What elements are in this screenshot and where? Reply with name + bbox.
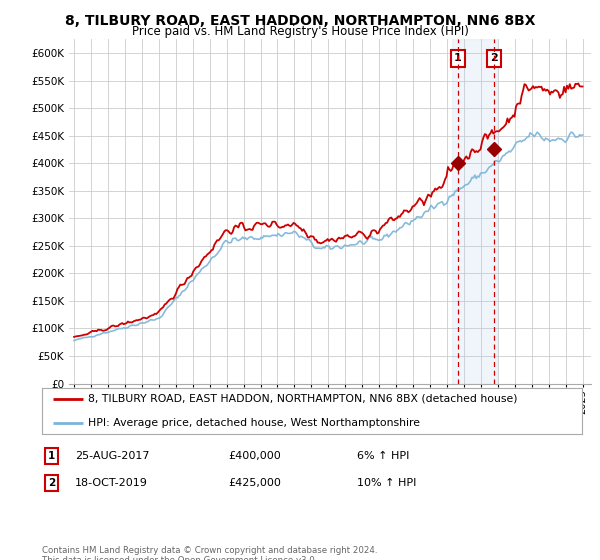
Text: £400,000: £400,000: [228, 451, 281, 461]
Text: 2: 2: [490, 54, 498, 63]
Text: 8, TILBURY ROAD, EAST HADDON, NORTHAMPTON, NN6 8BX (detached house): 8, TILBURY ROAD, EAST HADDON, NORTHAMPTO…: [88, 394, 517, 404]
Text: 25-AUG-2017: 25-AUG-2017: [75, 451, 149, 461]
Text: 2: 2: [48, 478, 55, 488]
Text: 10% ↑ HPI: 10% ↑ HPI: [357, 478, 416, 488]
Text: 6% ↑ HPI: 6% ↑ HPI: [357, 451, 409, 461]
Text: 18-OCT-2019: 18-OCT-2019: [75, 478, 148, 488]
Bar: [452, 39, 497, 384]
Text: Price paid vs. HM Land Registry's House Price Index (HPI): Price paid vs. HM Land Registry's House …: [131, 25, 469, 38]
Text: 1: 1: [48, 451, 55, 461]
Text: 1: 1: [454, 54, 462, 63]
Text: HPI: Average price, detached house, West Northamptonshire: HPI: Average price, detached house, West…: [88, 418, 420, 428]
Text: £425,000: £425,000: [228, 478, 281, 488]
Text: Contains HM Land Registry data © Crown copyright and database right 2024.
This d: Contains HM Land Registry data © Crown c…: [42, 546, 377, 560]
Text: 8, TILBURY ROAD, EAST HADDON, NORTHAMPTON, NN6 8BX: 8, TILBURY ROAD, EAST HADDON, NORTHAMPTO…: [65, 14, 535, 28]
